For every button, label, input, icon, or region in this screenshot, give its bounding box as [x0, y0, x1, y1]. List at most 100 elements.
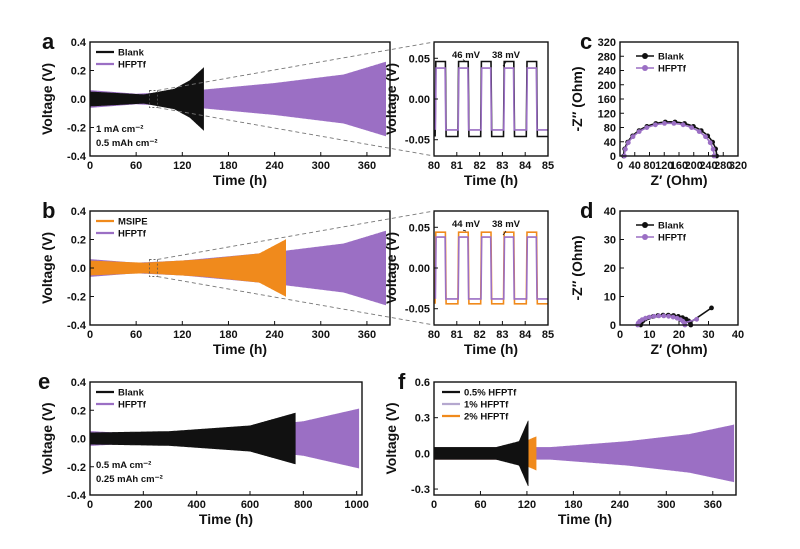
y-tick-label: 0.4	[71, 377, 87, 389]
zoom-connector	[157, 41, 435, 91]
series-envelope-MSIPE	[90, 239, 287, 297]
panel-a: 0 60 120 180 240 300 360 -0.4 -0.2 0.0 0.2 0.4 Time …	[39, 29, 391, 188]
x-tick-label: 10	[643, 329, 655, 341]
y-tick-label: 40	[604, 206, 616, 218]
y-tick-label: -0.4	[67, 490, 87, 502]
y-tick-label: 0.05	[409, 53, 430, 65]
zoom-box	[149, 90, 158, 108]
y-tick-label: 0.05	[409, 222, 430, 234]
x-tick-label: 30	[702, 329, 714, 341]
y-axis-label: Voltage (V)	[39, 232, 55, 304]
data-point	[623, 146, 628, 152]
data-point	[696, 129, 702, 135]
x-axis-label: Time (h)	[464, 341, 518, 357]
annotation: 0.25 mAh cm⁻²	[96, 474, 163, 485]
data-point	[625, 140, 631, 146]
y-tick-label: -0.2	[67, 462, 86, 474]
x-axis-label: Time (h)	[464, 172, 518, 188]
x-tick-label: 120	[173, 160, 191, 172]
y-tick-label: 0.00	[409, 263, 430, 275]
series-envelope-Blank	[90, 412, 296, 465]
x-tick-label: 360	[358, 329, 376, 341]
amplitude-label: 46 mV	[452, 50, 481, 61]
data-point	[666, 313, 671, 319]
data-point	[630, 134, 636, 140]
y-tick-label: -0.05	[405, 135, 430, 147]
y-tick-label: 120	[598, 108, 616, 120]
y-tick-label: -0.4	[67, 320, 87, 332]
y-axis-label: Voltage (V)	[39, 63, 55, 135]
y-tick-label: 0.3	[415, 413, 430, 425]
panel-label: b	[42, 198, 55, 223]
x-tick-label: 0	[617, 160, 623, 172]
annotation-arrow	[462, 229, 467, 232]
x-tick-label: 0	[87, 160, 93, 172]
x-axis-label: Time (h)	[213, 341, 267, 357]
x-tick-label: 83	[496, 329, 508, 341]
panel-f: 0 60 120 180 240 300 360 -0.3 0.0 0.3 0.6 Time (h) V…	[383, 369, 737, 527]
data-point	[662, 121, 667, 126]
series-group	[434, 420, 735, 487]
y-tick-label: 0.0	[415, 448, 430, 460]
data-point	[710, 146, 716, 152]
x-tick-label: 200	[685, 160, 703, 172]
x-tick-label: 60	[130, 329, 142, 341]
y-tick-label: 0.4	[71, 206, 87, 218]
series-envelope-Blank	[90, 67, 204, 131]
series-Blank	[622, 120, 718, 157]
y-axis-label: Voltage (V)	[383, 232, 399, 304]
panel-label: e	[38, 369, 50, 394]
y-tick-label: 10	[604, 292, 616, 304]
x-tick-label: 300	[312, 160, 330, 172]
x-tick-label: 85	[542, 329, 554, 341]
data-point	[670, 314, 676, 320]
y-tick-label: 200	[598, 80, 616, 92]
panel-c: 0 40 80 12016020024028032004080120160200240…	[569, 29, 747, 188]
x-tick-label: 82	[473, 329, 485, 341]
x-axis-label: Time (h)	[199, 511, 253, 527]
x-tick-label: 60	[130, 160, 142, 172]
panel-label: c	[580, 29, 592, 54]
legend-marker	[642, 65, 648, 71]
x-tick-label: 360	[704, 499, 722, 511]
zoom-connector	[157, 107, 435, 157]
legend-label: HFPTf	[118, 400, 147, 411]
x-tick-label: 160	[670, 160, 688, 172]
y-tick-label: 0	[610, 151, 616, 163]
x-axis-label: Z′ (Ohm)	[650, 341, 707, 357]
legend-label: 2% HFPTf	[464, 412, 509, 423]
x-tick-label: 84	[519, 160, 532, 172]
x-tick-label: 300	[312, 329, 330, 341]
data-point	[709, 305, 714, 311]
amplitude-label: 38 mV	[492, 219, 521, 230]
data-point	[661, 313, 667, 319]
data-point	[689, 125, 694, 130]
panel-label: f	[398, 369, 406, 394]
x-tick-label: 240	[699, 160, 717, 172]
panel-b: 0 60 120 180 240 300 360 -0.4 -0.2 0.0 0.2 0.4 Time …	[39, 198, 391, 357]
series-group	[90, 408, 360, 469]
data-point	[656, 313, 662, 319]
y-tick-label: 0.0	[71, 434, 86, 446]
y-axis-label: Voltage (V)	[383, 402, 399, 474]
y-tick-label: -0.4	[67, 151, 87, 163]
x-tick-label: 40	[629, 160, 641, 172]
legend-label: HFPTf	[118, 229, 147, 240]
data-point	[643, 315, 648, 321]
legend-label: MSIPE	[118, 217, 148, 228]
x-tick-label: 80	[428, 160, 440, 172]
x-tick-label: 81	[451, 160, 463, 172]
legend-marker	[642, 222, 648, 228]
annotation-arrow	[502, 61, 507, 67]
x-tick-label: 81	[451, 329, 463, 341]
series-HFPTf	[434, 67, 548, 131]
series-group	[90, 230, 387, 306]
legend-label: 0.5% HFPTf	[464, 388, 517, 399]
y-tick-label: 0.0	[71, 263, 86, 275]
y-axis-label: Voltage (V)	[39, 402, 55, 474]
legend-label: HFPTf	[658, 64, 687, 75]
amplitude-label: 44 mV	[452, 219, 481, 230]
data-point	[653, 122, 658, 128]
y-tick-label: 40	[604, 137, 616, 149]
y-tick-label: 240	[598, 66, 616, 78]
